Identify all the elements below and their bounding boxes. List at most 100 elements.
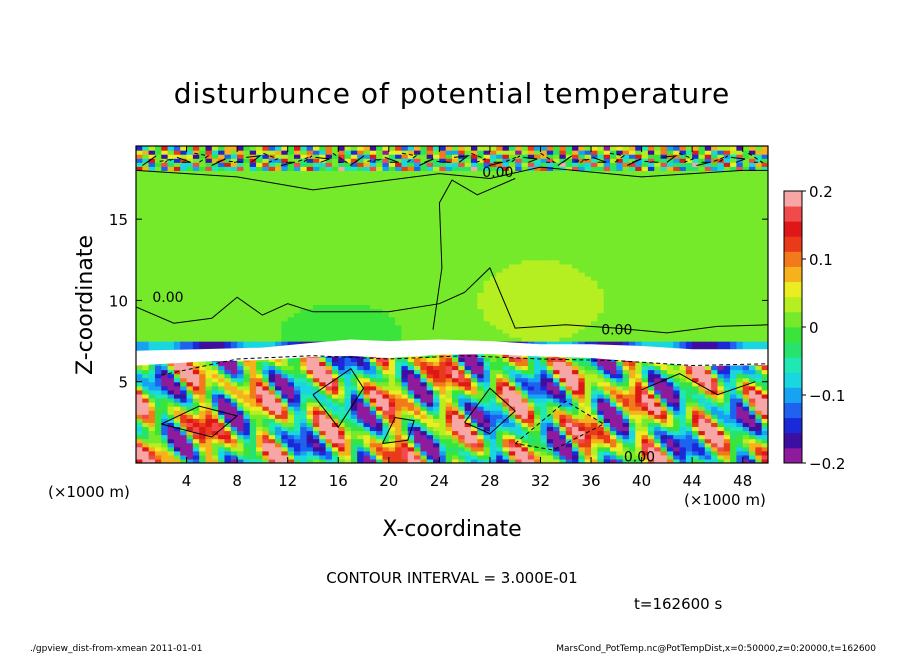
heatmap-cell <box>515 255 523 261</box>
heatmap-cell <box>407 312 415 318</box>
heatmap-cell <box>211 206 219 212</box>
heatmap-cell <box>167 406 175 411</box>
heatmap-cell <box>414 373 421 379</box>
heatmap-cell <box>496 251 504 257</box>
heatmap-cell <box>426 170 434 176</box>
heatmap-cell <box>395 389 403 395</box>
heatmap-cell <box>199 215 207 220</box>
heatmap-cell <box>268 438 276 444</box>
heatmap-cell <box>331 365 339 371</box>
heatmap-cell <box>489 150 497 155</box>
heatmap-cell <box>477 446 485 452</box>
heatmap-cell <box>205 194 213 200</box>
heatmap-cell <box>470 267 478 273</box>
heatmap-cell <box>527 357 535 362</box>
heatmap-cell <box>186 422 194 428</box>
heatmap-cell <box>401 316 409 322</box>
heatmap-cell <box>350 150 358 155</box>
heatmap-cell <box>218 454 226 460</box>
heatmap-cell <box>192 341 200 346</box>
heatmap-cell <box>287 373 295 379</box>
heatmap-cell <box>312 422 320 428</box>
heatmap-cell <box>338 158 346 163</box>
heatmap-cell <box>275 280 282 285</box>
heatmap-cell <box>445 284 453 289</box>
heatmap-cell <box>464 259 472 265</box>
heatmap-cell <box>382 426 390 432</box>
heatmap-cell <box>180 154 188 159</box>
heatmap-cell <box>224 458 232 463</box>
heatmap-cell <box>142 393 150 399</box>
heatmap-cell <box>262 389 270 395</box>
heatmap-cell <box>344 211 352 216</box>
heatmap-cell <box>452 300 459 306</box>
heatmap-cell <box>458 389 466 395</box>
heatmap-cell <box>218 434 226 440</box>
heatmap-cell <box>369 276 377 281</box>
heatmap-cell <box>395 450 403 456</box>
heatmap-cell <box>452 146 459 151</box>
heatmap-cell <box>230 223 238 228</box>
heatmap-cell <box>142 316 150 322</box>
heatmap-cell <box>319 430 327 436</box>
heatmap-cell <box>306 458 314 463</box>
heatmap-cell <box>199 454 207 460</box>
heatmap-cell <box>388 422 396 428</box>
heatmap-cell <box>192 178 200 184</box>
heatmap-cell <box>180 332 188 338</box>
heatmap-cell <box>148 454 156 460</box>
heatmap-cell <box>243 263 251 269</box>
heatmap-cell <box>534 434 542 440</box>
heatmap-cell <box>527 267 535 273</box>
heatmap-cell <box>401 414 409 419</box>
heatmap-cell <box>300 198 308 204</box>
heatmap-cell <box>154 418 162 423</box>
heatmap-cell <box>256 328 263 334</box>
heatmap-cell <box>192 243 200 249</box>
heatmap-cell <box>230 332 238 338</box>
heatmap-cell <box>268 259 276 265</box>
heatmap-cell <box>489 186 497 192</box>
heatmap-cell <box>464 276 472 281</box>
heatmap-cell <box>262 308 270 314</box>
heatmap-cell <box>306 381 314 387</box>
heatmap-cell <box>218 215 226 220</box>
heatmap-cell <box>350 324 358 330</box>
heatmap-cell <box>502 422 510 428</box>
heatmap-cell <box>350 389 358 395</box>
heatmap-cell <box>275 320 282 326</box>
heatmap-cell <box>508 438 516 444</box>
heatmap-cell <box>515 369 523 375</box>
heatmap-cell <box>180 410 188 415</box>
heatmap-cell <box>439 365 447 371</box>
heatmap-cell <box>287 385 295 391</box>
heatmap-cell <box>496 312 504 318</box>
heatmap-cell <box>414 182 421 188</box>
heatmap-cell <box>426 243 434 249</box>
heatmap-cell <box>268 198 276 204</box>
heatmap-cell <box>268 178 276 184</box>
heatmap-cell <box>470 211 478 216</box>
heatmap-cell <box>395 190 403 196</box>
heatmap-cell <box>211 288 219 293</box>
heatmap-cell <box>205 385 213 391</box>
heatmap-cell <box>211 284 219 289</box>
heatmap-cell <box>287 158 295 163</box>
heatmap-cell <box>325 162 333 167</box>
heatmap-cell <box>287 422 295 428</box>
heatmap-cell <box>256 438 263 444</box>
heatmap-cell <box>331 337 339 342</box>
heatmap-cell <box>369 174 377 180</box>
heatmap-cell <box>224 369 232 375</box>
heatmap-cell <box>350 450 358 456</box>
heatmap-cell <box>243 365 251 371</box>
heatmap-cell <box>268 166 276 171</box>
heatmap-cell <box>420 194 428 200</box>
heatmap-cell <box>161 182 169 188</box>
heatmap-cell <box>414 312 421 318</box>
heatmap-cell <box>452 198 459 204</box>
heatmap-cell <box>331 202 339 208</box>
heatmap-cell <box>489 369 497 375</box>
heatmap-cell <box>243 418 251 423</box>
heatmap-cell <box>407 304 415 310</box>
